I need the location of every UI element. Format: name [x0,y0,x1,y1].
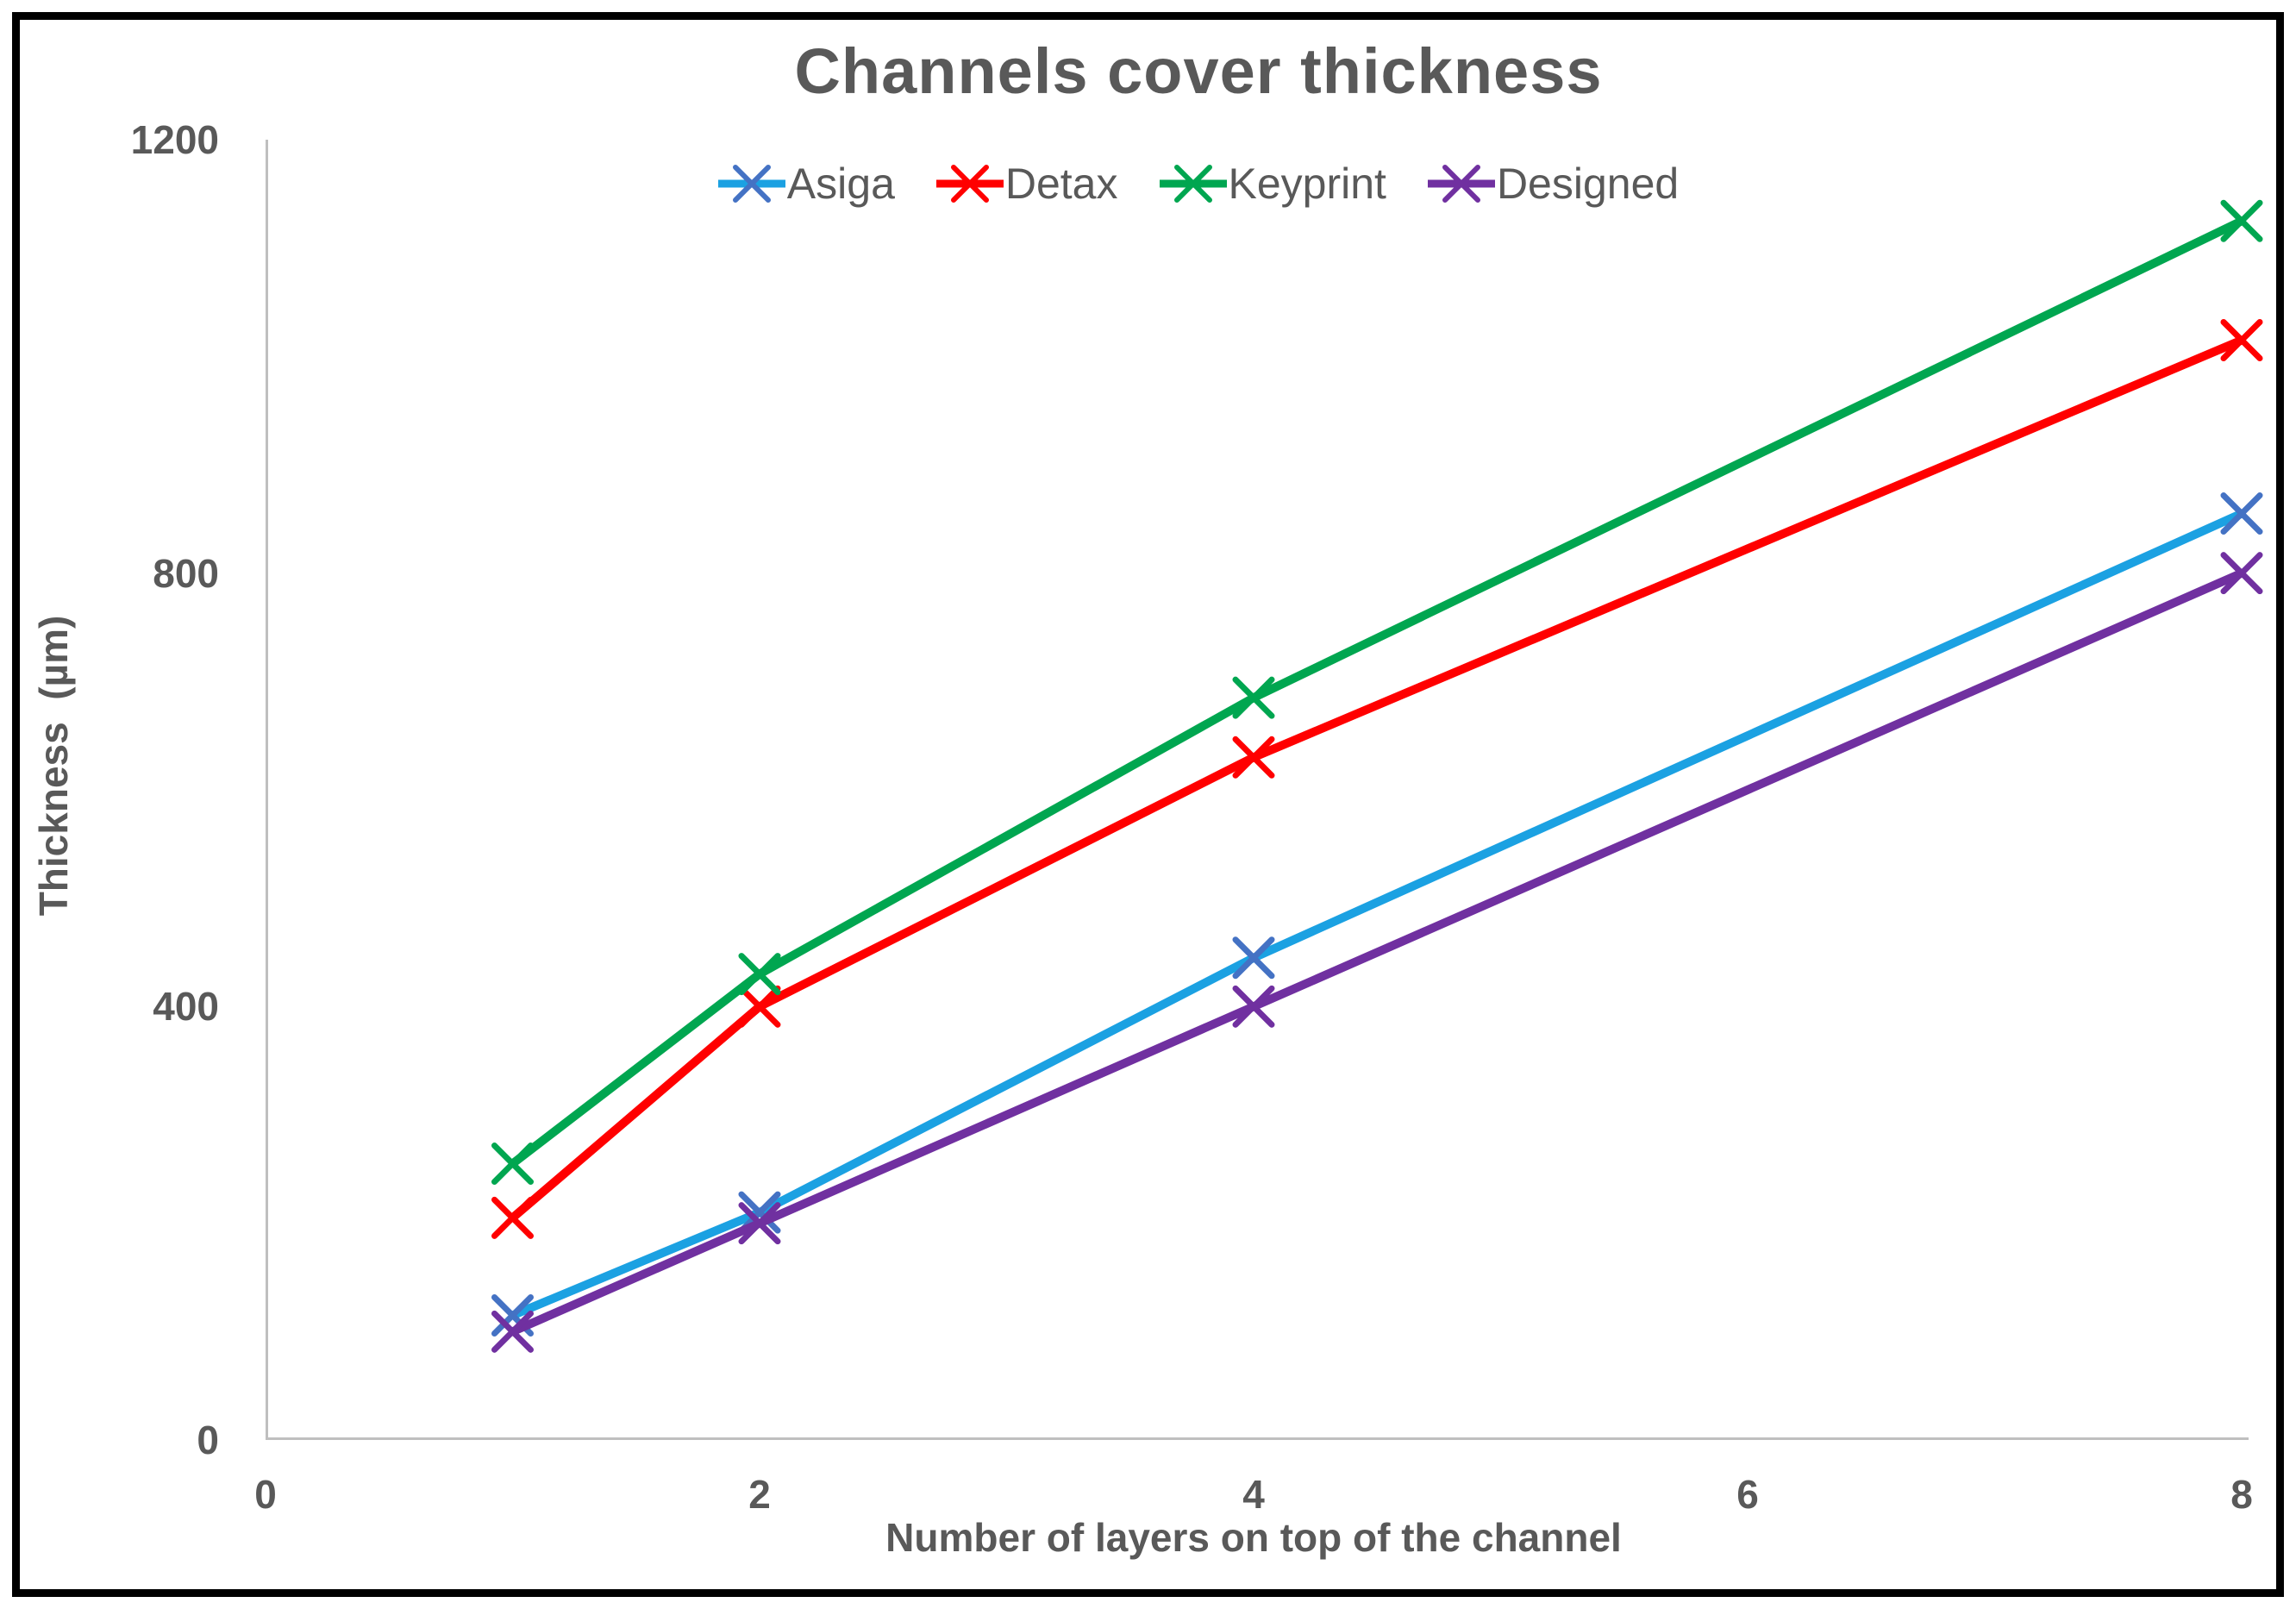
chart-title: Channels cover thickness [794,35,1603,107]
legend-x-marker-icon [1173,165,1212,203]
x-axis-ticks: 0 2 4 6 8 [254,1471,2253,1523]
legend: Asiga Detax Keyprint Designed [86,155,2296,212]
legend-label: Asiga [786,160,895,208]
series-line-designed [508,568,2246,1337]
legend-item-designed: Designed [1427,159,1680,209]
y-tick-label: 0 [197,1418,219,1462]
y-axis-ticks: 0 400 800 1200 [0,117,219,1462]
legend-swatch-asiga-icon [717,165,785,203]
x-tick-label: 8 [2230,1472,2253,1517]
series-markers-designed [491,552,2263,1353]
legend-item-detax: Detax [935,159,1118,209]
series-line-detax [508,335,2246,1223]
series-line-asiga [508,509,2246,1320]
axis-lines [266,140,2249,1440]
legend-swatch-detax-icon [935,165,1004,203]
legend-item-keyprint: Keyprint [1159,159,1386,209]
series-markers-asiga [491,492,2263,1337]
legend-label: Designed [1496,160,1680,208]
legend-x-marker-icon [1442,165,1480,203]
legend-swatch-designed-icon [1427,165,1495,203]
y-tick-label: 400 [153,984,219,1030]
legend-x-marker-icon [950,165,989,203]
x-tick-label: 0 [254,1472,277,1517]
series-line-keyprint [508,216,2246,1168]
y-tick-label: 1200 [130,117,219,162]
x-tick-label: 4 [1242,1472,1265,1517]
plot-area [266,140,2263,1440]
legend-label: Detax [1004,160,1118,208]
series-markers-keyprint [491,199,2263,1186]
legend-swatch-keyprint-icon [1159,165,1227,203]
y-tick-label: 800 [153,550,219,596]
x-axis-title: Number of layers on top of the channel [885,1515,1622,1560]
series-markers-detax [491,318,2263,1239]
x-tick-label: 2 [748,1472,771,1517]
x-tick-label: 6 [1736,1472,1759,1517]
legend-x-marker-icon [732,165,771,203]
legend-label: Keyprint [1228,160,1386,208]
legend-item-asiga: Asiga [717,159,895,209]
